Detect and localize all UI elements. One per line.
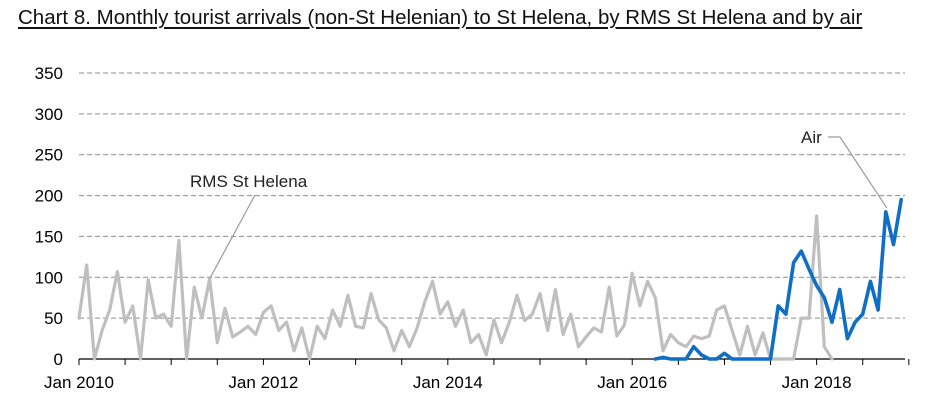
series-line-rms-st-helena bbox=[77, 214, 834, 361]
y-tick-label-350: 350 bbox=[35, 64, 63, 83]
gridlines bbox=[79, 72, 905, 319]
x-tick-label-jan-2014: Jan 2014 bbox=[413, 373, 483, 392]
annotations: RMS St Helena Air bbox=[190, 128, 888, 278]
air-series-label: Air bbox=[801, 128, 822, 147]
y-tick-label-250: 250 bbox=[35, 146, 63, 165]
y-tick-label-50: 50 bbox=[44, 309, 63, 328]
y-axis-tick-labels: 0 50 100 150 200 250 300 350 bbox=[35, 64, 63, 369]
rms-leader-line bbox=[210, 194, 256, 278]
chart-title: Chart 8. Monthly tourist arrivals (non-S… bbox=[18, 6, 863, 29]
x-tick-label-jan-2016: Jan 2016 bbox=[597, 373, 667, 392]
y-tick-label-0: 0 bbox=[54, 350, 63, 369]
series-line-air bbox=[653, 197, 904, 361]
y-tick-label-300: 300 bbox=[35, 105, 63, 124]
air-leader-line bbox=[828, 136, 888, 209]
series-lines bbox=[77, 197, 904, 361]
y-tick-label-200: 200 bbox=[35, 187, 63, 206]
x-axis: Jan 2010 Jan 2012 Jan 2014 Jan 2016 Jan 2018 bbox=[44, 358, 910, 392]
x-tick-label-jan-2010: Jan 2010 bbox=[44, 373, 114, 392]
rms-series-label: RMS St Helena bbox=[190, 172, 308, 191]
x-tick-label-jan-2018: Jan 2018 bbox=[782, 373, 852, 392]
x-tick-label-jan-2012: Jan 2012 bbox=[228, 373, 298, 392]
y-tick-label-150: 150 bbox=[35, 227, 63, 246]
y-tick-label-100: 100 bbox=[35, 268, 63, 287]
